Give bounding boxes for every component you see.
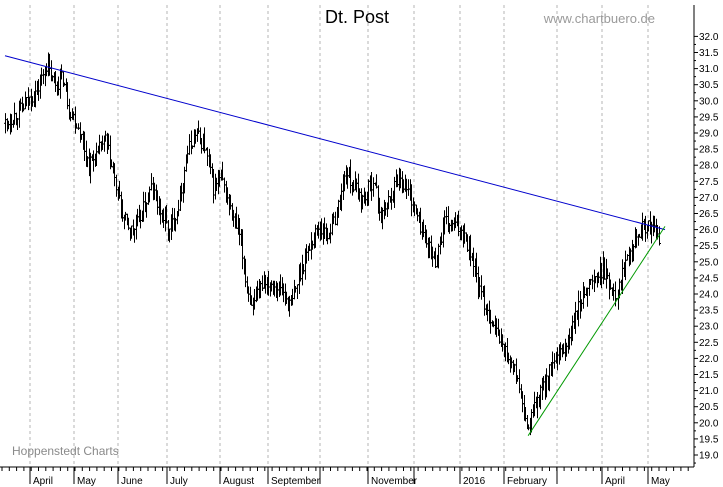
y-tick-label: 31.0 — [699, 64, 719, 75]
x-tick-label: November — [371, 476, 418, 487]
y-tick-label: 31.5 — [699, 48, 719, 59]
y-tick-label: 19.0 — [699, 451, 719, 462]
y-tick-label: 19.5 — [699, 434, 719, 445]
chart-title: Dt. Post — [325, 7, 389, 27]
x-tick-label: April — [605, 476, 625, 487]
y-tick-label: 22.0 — [699, 354, 719, 365]
y-tick-label: 32.0 — [699, 32, 719, 43]
y-axis: 19.0 19.5 20.0 20.5 21.0 21.5 22.0 22.5 23.0 23.5… — [694, 32, 719, 464]
credit-label: Hoppenstedt Charts — [12, 444, 119, 458]
y-tick-label: 29.5 — [699, 112, 719, 123]
y-tick-label: 20.5 — [699, 402, 719, 413]
x-tick-label: June — [121, 476, 143, 487]
y-tick-label: 27.5 — [699, 177, 719, 188]
y-tick-label: 23.5 — [699, 306, 719, 317]
x-tick-label: July — [170, 476, 188, 487]
ohlc-bars — [4, 52, 661, 436]
x-tick-label: April — [33, 476, 53, 487]
y-tick-label: 22.5 — [699, 338, 719, 349]
y-tick-label: 26.5 — [699, 209, 719, 220]
x-axis: April May June July August September November 2… — [1, 467, 689, 487]
resistance-trendline — [4, 55, 666, 231]
y-tick-label: 20.0 — [699, 418, 719, 429]
source-watermark: www.chartbuero.de — [543, 11, 655, 26]
x-tick-label: February — [507, 476, 547, 487]
y-tick-label: 21.5 — [699, 370, 719, 381]
y-tick-label: 30.5 — [699, 80, 719, 91]
y-tick-label: 25.5 — [699, 241, 719, 252]
y-tick-label: 29.0 — [699, 129, 719, 140]
y-tick-label: 21.0 — [699, 386, 719, 397]
support-trendline — [527, 226, 666, 436]
x-tick-label: August — [223, 476, 254, 487]
x-tick-label: May — [651, 476, 670, 487]
y-tick-label: 27.0 — [699, 193, 719, 204]
x-tick-label: 2016 — [463, 476, 486, 487]
plot-area: Dt. Post www.chartbuero.de Hoppenstedt C… — [0, 5, 694, 467]
y-tick-label: 26.0 — [699, 225, 719, 236]
y-tick-label: 25.0 — [699, 257, 719, 268]
y-tick-label: 24.0 — [699, 290, 719, 301]
x-tick-label: September — [271, 476, 321, 487]
y-tick-label: 28.5 — [699, 145, 719, 156]
y-tick-label: 28.0 — [699, 161, 719, 172]
y-tick-label: 24.5 — [699, 273, 719, 284]
x-tick-label: May — [77, 476, 96, 487]
plot-background — [0, 5, 694, 467]
y-tick-label: 30.0 — [699, 96, 719, 107]
y-tick-label: 23.0 — [699, 322, 719, 333]
